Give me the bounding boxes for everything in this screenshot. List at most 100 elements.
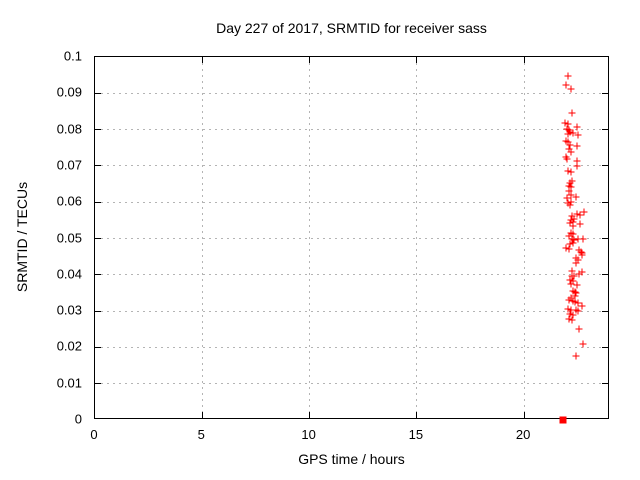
data-point-plus — [567, 280, 575, 287]
data-point-plus — [576, 211, 584, 219]
data-point-plus — [565, 187, 573, 195]
data-point-plus — [574, 131, 582, 139]
gridline-vertical — [523, 57, 525, 418]
y-tick-label: 0 — [74, 411, 82, 427]
data-point-plus — [567, 183, 575, 191]
data-point-plus — [578, 302, 586, 310]
y-tick-left — [95, 274, 101, 276]
data-point-plus — [564, 72, 572, 79]
y-tick-right — [602, 238, 608, 239]
y-tick-label: 0.01 — [56, 375, 82, 391]
x-tick-bottom — [309, 412, 311, 418]
data-point-plus — [574, 307, 582, 315]
data-point-plus — [573, 162, 581, 170]
y-tick-right — [602, 165, 608, 167]
gridline-horizontal — [95, 346, 608, 348]
gridline-horizontal — [95, 165, 608, 167]
y-tick-label: 0.08 — [56, 121, 82, 137]
gridline-vertical — [416, 57, 418, 418]
gridline-horizontal — [95, 92, 608, 94]
x-tick-bottom — [416, 412, 418, 418]
data-point-plus — [569, 129, 577, 136]
data-point-plus — [567, 148, 575, 156]
data-point-plus — [569, 230, 577, 238]
data-point-plus — [564, 130, 572, 138]
x-tick-label: 5 — [197, 427, 205, 442]
x-tick-label: 15 — [408, 427, 424, 442]
data-point-plus — [562, 81, 570, 89]
y-tick-label: 0.1 — [63, 48, 82, 64]
data-point-plus — [574, 235, 582, 243]
x-tick-top — [201, 57, 203, 63]
y-tick-right — [602, 383, 608, 385]
x-tick-label: 10 — [301, 427, 316, 442]
data-point-plus — [565, 296, 573, 304]
gridline-horizontal — [95, 274, 608, 276]
gridline-vertical — [201, 57, 203, 418]
data-point-plus — [567, 191, 575, 199]
y-tick-label: 0.09 — [56, 84, 82, 100]
chart-title: Day 227 of 2017, SRMTID for receiver sas… — [216, 20, 487, 36]
gridline-horizontal — [95, 310, 608, 312]
data-point-plus — [565, 245, 573, 253]
gridline-horizontal — [95, 201, 608, 203]
x-tick-top — [309, 57, 311, 63]
data-point-plus — [564, 120, 572, 128]
data-point-plus — [579, 235, 587, 243]
data-point-plus — [579, 340, 587, 348]
data-point-plus — [566, 141, 574, 149]
y-tick-left — [95, 92, 101, 94]
y-tick-left — [95, 346, 101, 348]
data-point-plus — [580, 208, 588, 216]
data-point-plus — [573, 142, 581, 150]
y-tick-right — [602, 346, 608, 348]
plot-area — [94, 56, 609, 424]
y-tick-left — [95, 238, 101, 239]
gridline-horizontal — [95, 129, 608, 131]
data-point-plus — [569, 311, 577, 319]
y-tick-left — [95, 383, 101, 385]
gridline-horizontal — [95, 238, 608, 239]
y-tick-left — [95, 310, 101, 312]
data-point-plus — [563, 194, 571, 202]
data-point-plus — [567, 85, 575, 93]
data-point-plus — [575, 270, 583, 278]
data-point-plus — [578, 251, 586, 259]
y-tick-left — [95, 129, 101, 131]
data-point-plus — [572, 352, 580, 360]
y-tick-right — [602, 310, 608, 312]
data-point-plus — [573, 123, 581, 131]
y-tick-right — [602, 201, 608, 203]
y-tick-right — [602, 274, 608, 276]
data-point-square — [559, 416, 567, 424]
data-point-plus — [568, 267, 576, 275]
data-point-plus — [569, 222, 577, 230]
x-tick-top — [416, 57, 418, 63]
data-point-plus — [568, 109, 576, 117]
data-point-plus — [563, 155, 571, 163]
x-tick-label: 0 — [90, 427, 98, 442]
data-point-plus — [565, 145, 573, 153]
y-tick-left — [95, 201, 101, 203]
data-point-plus — [575, 325, 583, 333]
x-tick-bottom — [201, 412, 203, 418]
x-tick-top — [523, 57, 525, 63]
data-point-plus — [573, 281, 581, 289]
data-point-plus — [566, 240, 574, 248]
data-point-plus — [576, 220, 584, 228]
y-tick-right — [602, 92, 608, 94]
data-point-plus — [572, 259, 580, 267]
gridline-vertical — [309, 57, 311, 418]
y-tick-label: 0.05 — [56, 230, 82, 245]
x-tick-label: 20 — [515, 427, 531, 442]
y-tick-label: 0.06 — [56, 193, 82, 209]
y-tick-label: 0.03 — [56, 302, 82, 318]
data-point-plus — [570, 272, 578, 280]
data-point-plus — [571, 292, 579, 300]
x-axis-label: GPS time / hours — [298, 451, 405, 467]
data-point-plus — [567, 168, 575, 176]
y-tick-label: 0.07 — [56, 157, 82, 173]
gridline-horizontal — [95, 383, 608, 385]
y-tick-right — [602, 129, 608, 131]
